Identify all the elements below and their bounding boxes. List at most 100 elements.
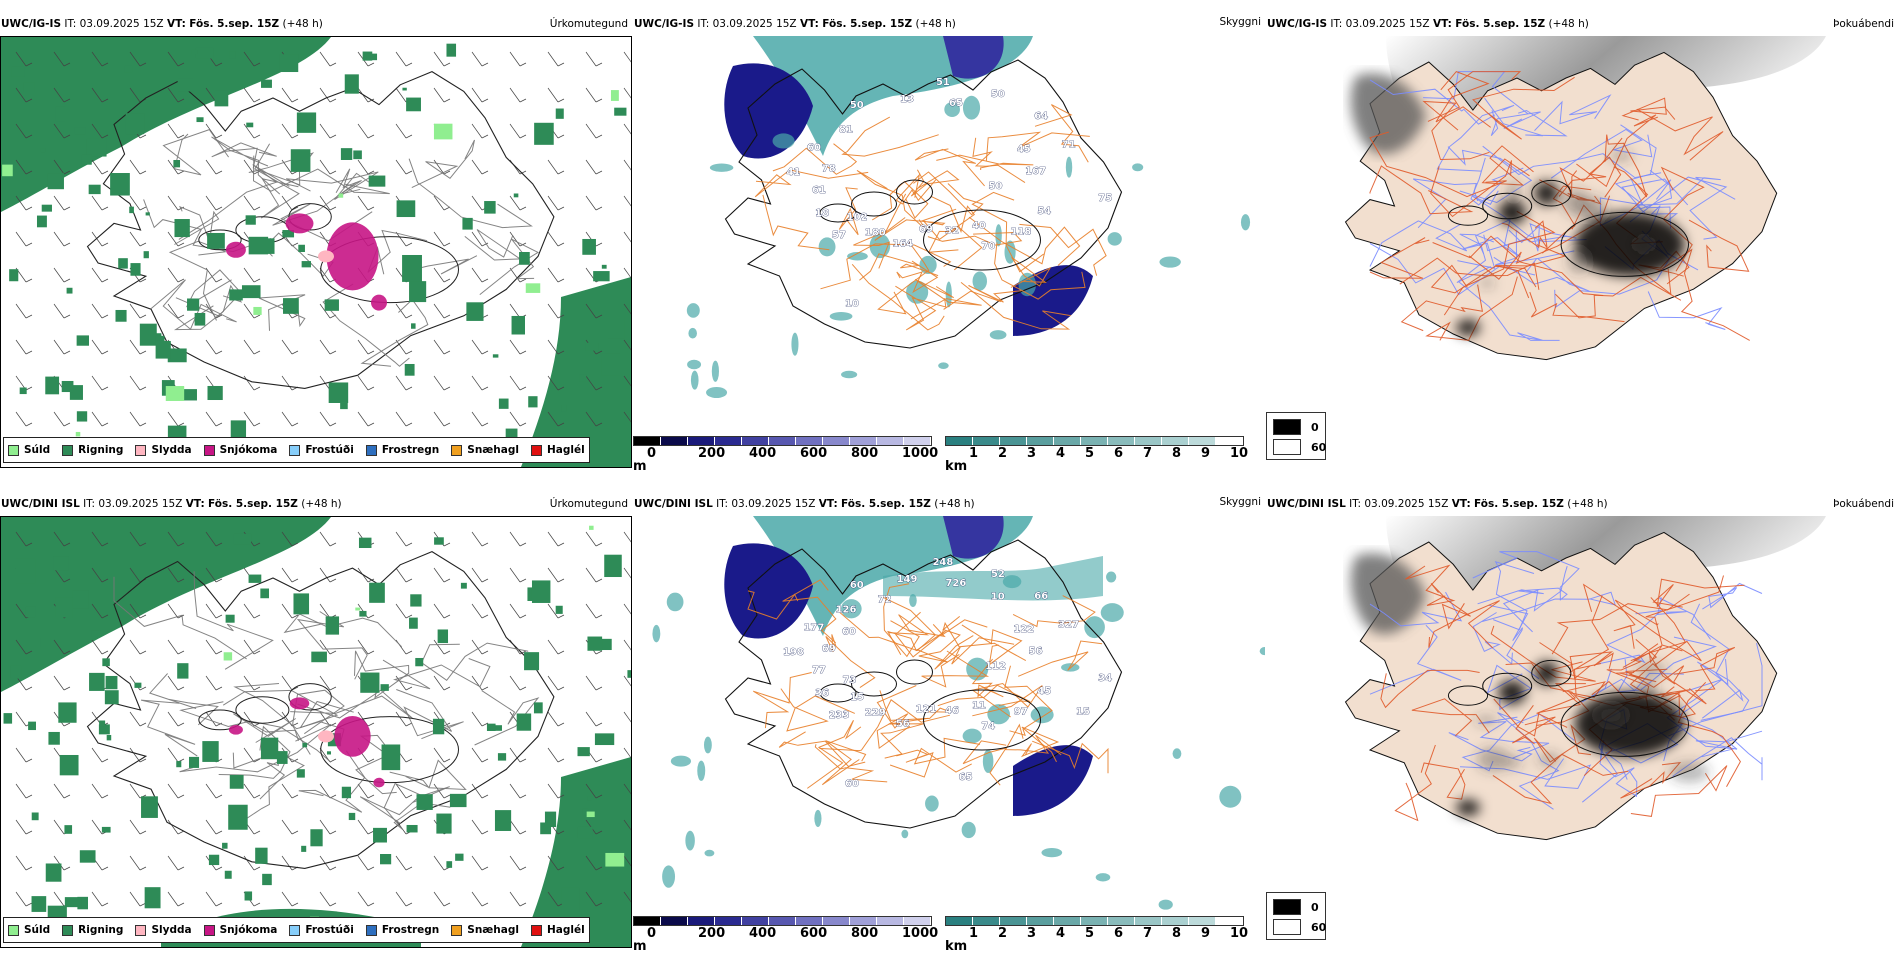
legend-label: Snæhagl <box>467 924 519 936</box>
glacier-outline <box>819 683 857 703</box>
glacier-outline <box>896 659 933 685</box>
sea-fog-area <box>1386 516 1826 626</box>
cloudbase-label: 72 <box>878 594 892 605</box>
cloud-visibility-map[interactable]: 50 57 51 40 41 45 164 50 54 18 50 32 60 167 180 13 118 61… <box>633 36 1265 468</box>
fog-area <box>1350 553 1426 635</box>
fog-legend-label: 0 <box>1311 900 1319 914</box>
cloudbase-label: 15 <box>850 692 864 703</box>
colorbar-tick: 200 <box>698 926 726 941</box>
glacier-outline <box>288 203 332 231</box>
iceland-outline <box>724 539 1123 829</box>
precip-type-panel-row2: UWC/DINI ISL IT: 03.09.2025 15Z VT: Fös.… <box>0 498 632 948</box>
panel-title: UWC/DINI ISL IT: 03.09.2025 15Z VT: Fös.… <box>634 498 975 510</box>
fog-map[interactable] <box>1266 516 1898 948</box>
cloud-visibility-map[interactable]: 112 233 248 11 198 122 56 60 45 36 52 46 177 56 229 149… <box>633 516 1265 948</box>
colorbar-segment <box>823 917 850 925</box>
panel-tag-visibility: Skyggni <box>1219 496 1262 508</box>
fog-legend-item: 0 <box>1273 419 1319 435</box>
cloudbase-colorbar: m 0 200 400 600 800 1000 <box>633 436 938 474</box>
cloudbase-label: 57 <box>832 230 846 241</box>
legend-item-slydda: Slydda <box>135 924 192 936</box>
legend-swatch <box>365 924 377 936</box>
colorbar-segment <box>1162 437 1189 445</box>
fog-legend-label: 60 <box>1311 440 1327 454</box>
colorbar-segment <box>769 917 796 925</box>
precip-cells <box>2 43 627 452</box>
road-network <box>754 104 1107 331</box>
cloudbase-label: 50 <box>991 89 1005 100</box>
colorbar-segment <box>1108 437 1135 445</box>
panel-tag-visibility: Skyggni <box>1219 16 1262 28</box>
colorbar-tick: 1 <box>969 446 979 461</box>
legend-label: Snjókoma <box>219 444 278 456</box>
rain-area <box>1 517 331 692</box>
cloudbase-colorbar: m 0 200 400 600 800 1000 <box>633 916 938 954</box>
colorbar-segment <box>1135 917 1162 925</box>
cloudbase-label: 32 <box>945 225 959 236</box>
snow-cells <box>228 697 385 788</box>
colorbar-segment <box>742 437 769 445</box>
colorbar-segment <box>634 437 661 445</box>
glacier-outline <box>1447 685 1489 706</box>
cloudbase-label: 118 <box>1010 227 1031 238</box>
colorbar-strip <box>633 916 932 926</box>
colorbar-strip <box>633 436 932 446</box>
fog-legend: 0 60 <box>1266 412 1326 460</box>
rain-area <box>521 277 631 467</box>
cloudbase-label: 122 <box>1013 624 1034 635</box>
colorbar-strip <box>945 916 1244 926</box>
cloudbase-label: 13 <box>900 94 914 105</box>
cloudbase-label: 233 <box>829 710 850 721</box>
colorbar-unit: m <box>633 459 647 474</box>
cloudbase-label: 149 <box>897 574 918 585</box>
cloudbase-label: 81 <box>839 124 853 135</box>
cloudbase-label: 41 <box>786 167 800 178</box>
fog-legend-swatch <box>1273 419 1301 435</box>
legend-swatch <box>530 924 542 936</box>
colorbar-unit: km <box>945 459 968 474</box>
colorbar-segment <box>946 917 973 925</box>
colorbar-segment <box>1027 437 1054 445</box>
cloudbase-label: 164 <box>892 239 913 250</box>
wind-barbs <box>15 531 631 907</box>
colorbar-segment <box>1054 917 1081 925</box>
cloudbase-label: 167 <box>1025 166 1046 177</box>
cloudbase-label: 65 <box>959 772 973 783</box>
colorbar-tick: 5 <box>1085 926 1095 941</box>
colorbar-segment <box>850 437 877 445</box>
colorbar-segment <box>661 437 688 445</box>
colorbar-tick: 6 <box>1114 446 1124 461</box>
legend-swatch <box>203 924 215 936</box>
road-network <box>1380 564 1745 822</box>
precip-type-map[interactable]: Súld Rigning Slydda Snjókoma Frostúði Frostre… <box>0 36 632 468</box>
cloudbase-label: 74 <box>981 721 995 732</box>
precip-type-map[interactable]: Súld Rigning Slydda Snjókoma Frostúði Frostre… <box>0 516 632 948</box>
colorbar-strip <box>945 436 1244 446</box>
colorbar-tick: 600 <box>800 926 828 941</box>
legend-item-frostregn: Frostregn <box>365 444 439 456</box>
cloudbase-label: 69 <box>822 644 836 655</box>
panel-title: UWC/IG-IS IT: 03.09.2025 15Z VT: Fös. 5.… <box>1267 18 1589 30</box>
cloud-visibility-panel-row1: UWC/IG-IS IT: 03.09.2025 15Z VT: Fös. 5.… <box>633 16 1265 474</box>
colorbar-tick: 7 <box>1143 446 1153 461</box>
glacier-outline <box>288 683 332 711</box>
glacier-outline <box>896 179 933 205</box>
panel-tag-fog: Þokuábendi <box>1833 18 1894 30</box>
legend-item-súld: Súld <box>8 444 50 456</box>
precip-type-legend: Súld Rigning Slydda Snjókoma Frostúði Frostre… <box>3 917 590 943</box>
cloudbase-label: 11 <box>972 701 986 712</box>
visibility-patches <box>652 571 1265 910</box>
colorbar-segment <box>742 917 769 925</box>
cloudbase-label: 73 <box>842 675 856 686</box>
cloudbase-labels: 112 233 248 11 198 122 56 60 45 36 52 46 177 56 229 149… <box>783 557 1113 790</box>
fog-map[interactable] <box>1266 36 1898 468</box>
cloudbase-label: 61 <box>812 185 826 196</box>
colorbar-tick: 7 <box>1143 926 1153 941</box>
colorbar-segment <box>1000 917 1027 925</box>
colorbar-unit: km <box>945 939 968 954</box>
colorbar-tick: 9 <box>1201 446 1211 461</box>
cloudbase-label: 54 <box>1037 206 1051 217</box>
colorbar-segment <box>1189 917 1216 925</box>
legend-swatch <box>203 444 215 456</box>
fog-area <box>1350 73 1426 155</box>
